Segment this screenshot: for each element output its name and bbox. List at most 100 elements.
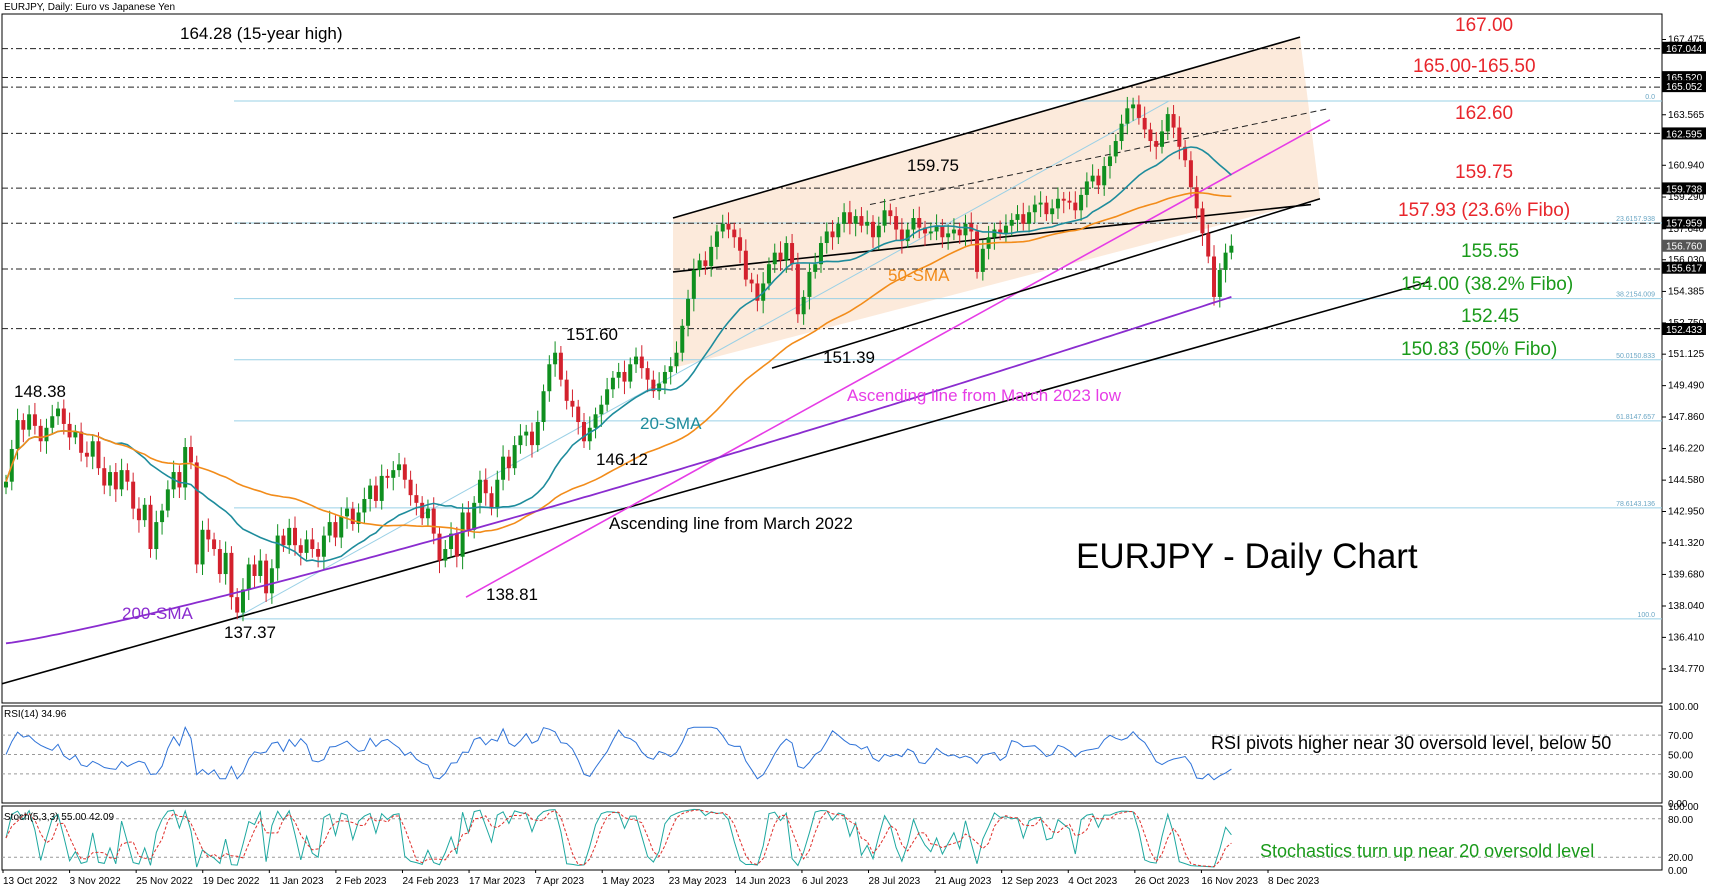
price-tag-label: 159.738 [1666, 184, 1703, 195]
candle [1027, 205, 1032, 233]
candle [680, 319, 685, 362]
candle [1061, 192, 1066, 214]
candle-body [125, 470, 130, 482]
candle-body [252, 564, 257, 576]
candle [842, 203, 847, 233]
candle-body [489, 493, 494, 509]
annotation-150-83: 150.83 (50% Fibo) [1401, 339, 1557, 360]
candle [576, 399, 581, 435]
stoch-pane-border [1, 805, 1663, 871]
candle-body [963, 223, 968, 236]
candle [934, 214, 939, 241]
candle-body [183, 447, 188, 488]
candle-body [980, 248, 985, 272]
candle [1073, 191, 1078, 219]
candle-body [304, 539, 309, 553]
candle [356, 503, 361, 533]
price-tag [1662, 239, 1706, 252]
y-tick-label: 163.565 [1668, 110, 1705, 121]
candle [506, 449, 511, 481]
candle-body [1096, 175, 1101, 186]
stoch-tick-label: 80.00 [1668, 815, 1693, 826]
candle-body [177, 472, 182, 488]
candle-body [882, 210, 887, 226]
candle-body [61, 408, 66, 424]
candle [125, 463, 130, 491]
candle [1003, 214, 1008, 243]
candle [726, 212, 731, 239]
candle-body [160, 510, 165, 523]
candle-body [460, 512, 465, 557]
candle [408, 470, 413, 506]
candle-body [570, 400, 575, 407]
candle-body [1084, 181, 1089, 195]
candle-body [512, 445, 517, 469]
candle [1044, 195, 1049, 221]
candle-body [1107, 156, 1112, 167]
candle [350, 501, 355, 531]
candle-body [726, 223, 731, 230]
candle [795, 252, 800, 323]
candle [119, 458, 124, 497]
candle-body [871, 221, 875, 238]
candle-body [766, 264, 771, 284]
candle [240, 578, 245, 622]
candle-body [529, 431, 534, 446]
candle-body [824, 231, 829, 244]
candle [605, 377, 610, 412]
candle [529, 422, 534, 458]
candle-body [1032, 204, 1037, 213]
candle [674, 341, 679, 373]
candle [38, 419, 43, 452]
candle-body [142, 504, 147, 521]
candle [402, 457, 407, 489]
rsi-tick-label: 70.00 [1668, 731, 1693, 742]
candle-body [1154, 141, 1159, 147]
candle [252, 555, 257, 589]
candle [489, 486, 494, 516]
candle-body [813, 264, 818, 272]
chart-marks [4, 95, 1234, 868]
candle [1188, 151, 1193, 196]
candle-body [1079, 194, 1084, 211]
candle-body [894, 216, 899, 230]
candle [437, 526, 442, 574]
candle-body [1183, 146, 1188, 161]
candle-body [32, 414, 37, 426]
x-tick-label: 24 Feb 2023 [402, 876, 459, 887]
x-tick-label: 11 Jan 2023 [269, 876, 324, 887]
candle [778, 241, 783, 271]
price-tag-label: 157.959 [1666, 219, 1703, 230]
candle [1160, 120, 1164, 154]
candle-body [235, 597, 240, 613]
candle [1055, 187, 1060, 219]
candle-body [524, 431, 529, 436]
candle [645, 361, 650, 393]
channel-upper-line [672, 36, 1301, 219]
candle [373, 476, 378, 508]
chart-frame: 167.475 165.520 163.565 162.595 160.940 159.2… [1, 13, 1706, 887]
candle [772, 243, 777, 273]
candle-body [582, 422, 586, 442]
candle-body [1171, 114, 1176, 128]
main-pane: 0.0 23.6157.938 38.2154.009 50.0150.833 61.8… [1, 36, 1662, 685]
candle [56, 401, 61, 425]
candle [980, 239, 985, 281]
candle [1194, 175, 1199, 219]
rsi-line [5, 726, 1232, 781]
candle [1079, 188, 1084, 221]
candle [1113, 134, 1118, 164]
candle [501, 445, 506, 491]
candle-body [888, 210, 893, 217]
label-151-39: 151.39 [823, 348, 875, 367]
candle-body [333, 522, 338, 538]
candle-body [674, 352, 679, 367]
candle [27, 405, 32, 437]
candle [1015, 205, 1020, 233]
candle [876, 216, 881, 250]
candle [1165, 107, 1170, 141]
candle-body [258, 560, 263, 576]
candle-body [188, 447, 193, 463]
candle-body [131, 481, 136, 509]
candle [379, 464, 384, 510]
